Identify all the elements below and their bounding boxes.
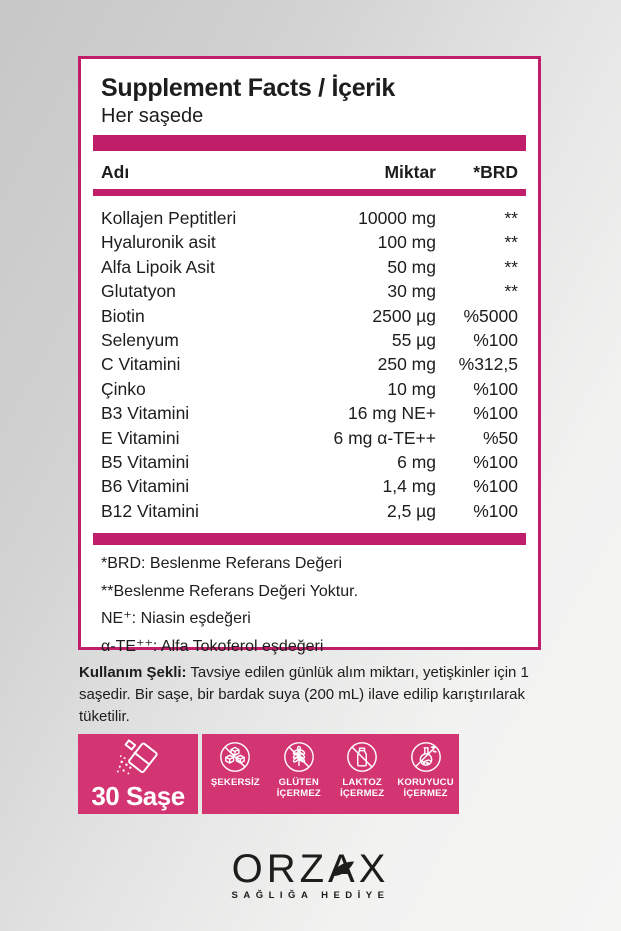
ingredient-brd: %50 — [482, 427, 518, 448]
footnote-ate: α-TE⁺⁺: Alfa Tokoferol eşdeğeri — [101, 637, 324, 655]
ingredient-name: B12 Vitamini — [101, 500, 199, 521]
table-row: B12 Vitamini 2,5 µg %100 — [101, 499, 518, 523]
table-row: E Vitamini 6 mg α-TE++ %50 — [101, 426, 518, 450]
column-header-name: Adı — [101, 162, 130, 182]
sachet-count-label: 30 Saşe — [91, 781, 185, 811]
footnote-brd: *BRD: Beslenme Referans Değeri — [101, 555, 342, 573]
ingredient-name: Glutatyon — [101, 281, 176, 302]
table-row: Biotin 2500 µg %5000 — [101, 304, 518, 328]
footnote-ne: NE⁺: Niasin eşdeğeri — [101, 610, 251, 628]
ingredient-table: Kollajen Peptitleri 10000 mg ** Hyaluron… — [93, 206, 526, 523]
column-header-amount: Miktar — [384, 162, 436, 182]
table-row: C Vitamini 250 mg %312,5 — [101, 352, 518, 376]
no-lactose-icon — [347, 742, 378, 772]
ingredient-brd: ** — [504, 208, 518, 228]
ingredient-brd: %100 — [473, 330, 518, 351]
ingredient-brd: %312,5 — [458, 354, 518, 375]
ingredient-name: B5 Vitamini — [101, 452, 190, 473]
sachet-pour-icon — [116, 739, 158, 775]
footnotes: *BRD: Beslenme Referans Değeri **Beslenm… — [93, 550, 526, 660]
table-row: Hyaluronik asit 100 mg ** — [101, 230, 518, 254]
ingredient-brd: %100 — [473, 403, 518, 424]
ingredient-amount: 50 mg — [387, 256, 436, 277]
footnote-no-brd: **Beslenme Referans Değeri Yoktur. — [101, 582, 359, 600]
usage-text: Tavsiye edilen günlük alım miktarı, yeti… — [79, 664, 529, 725]
ingredient-amount: 2,5 µg — [386, 500, 436, 521]
ingredient-amount: 6 mg α-TE++ — [333, 427, 436, 448]
no-sugar-icon — [220, 742, 251, 772]
ingredient-brd: %100 — [473, 476, 518, 497]
claim-label-line1: ŞEKERSİZ — [210, 777, 260, 788]
ingredient-name: Biotin — [101, 305, 145, 326]
ingredient-name: Alfa Lipoik Asit — [101, 256, 215, 277]
brand-name: ORZAX — [232, 848, 390, 890]
ingredient-amount: 16 mg NE+ — [347, 403, 436, 424]
table-row: Selenyum 55 µg %100 — [101, 328, 518, 352]
usage-instructions: Kullanım Şekli: Tavsiye edilen günlük al… — [79, 662, 542, 728]
claim-label-line1: LAKTOZ — [342, 777, 382, 788]
ingredient-amount: 10 mg — [387, 378, 436, 399]
table-row: Glutatyon 30 mg ** — [101, 279, 518, 303]
ingredient-amount: 30 mg — [387, 281, 436, 302]
claim-gluten-free: GLÜTEN İÇERMEZ — [269, 740, 329, 799]
ingredient-name: Çinko — [101, 378, 146, 399]
ingredient-name: C Vitamini — [101, 354, 181, 375]
table-header-row: Adı Miktar *BRD — [93, 161, 526, 183]
panel-subtitle: Her saşede — [101, 105, 204, 127]
ingredient-name: Hyaluronik asit — [101, 232, 216, 253]
ingredient-brd: %100 — [473, 378, 518, 399]
ingredient-name: B6 Vitamini — [101, 476, 190, 497]
ingredient-amount: 1,4 mg — [382, 476, 437, 497]
claim-sugar-free: ŞEKERSİZ — [205, 740, 265, 789]
ingredient-amount: 2500 µg — [372, 305, 436, 326]
table-row: B3 Vitamini 16 mg NE+ %100 — [101, 401, 518, 425]
table-row: Alfa Lipoik Asit 50 mg ** — [101, 255, 518, 279]
usage-label: Kullanım Şekli: — [79, 664, 187, 681]
claims-badge: ŞEKERSİZ GLÜTEN — [202, 734, 459, 814]
ingredient-brd: %100 — [473, 452, 518, 473]
claim-preservative-free: KORUYUCU İÇERMEZ — [396, 740, 456, 799]
ingredient-brd: ** — [504, 281, 518, 302]
ingredient-name: E Vitamini — [101, 427, 180, 448]
table-row: B5 Vitamini 6 mg %100 — [101, 450, 518, 474]
ingredient-name: Kollajen Peptitleri — [101, 208, 237, 228]
no-gluten-icon — [283, 742, 314, 772]
claim-lactose-free: LAKTOZ İÇERMEZ — [332, 740, 392, 799]
table-row: B6 Vitamini 1,4 mg %100 — [101, 474, 518, 498]
ingredient-brd: %5000 — [463, 305, 519, 326]
divider-bar — [93, 189, 526, 196]
ingredient-amount: 10000 mg — [358, 208, 436, 228]
ingredient-brd: ** — [504, 232, 518, 253]
ingredient-brd: %100 — [473, 500, 518, 521]
no-preservative-icon — [410, 742, 441, 772]
ingredient-name: Selenyum — [101, 330, 179, 351]
divider-bar — [93, 533, 526, 546]
ingredient-amount: 55 µg — [391, 330, 436, 351]
claim-label-line2: İÇERMEZ — [276, 787, 321, 799]
supplement-facts-panel: Supplement Facts / İçerik Her saşede Adı… — [78, 56, 541, 655]
brand-text: ORZAX — [231, 847, 390, 891]
panel-title: Supplement Facts / İçerik — [101, 74, 395, 102]
ingredient-brd: ** — [504, 256, 518, 277]
ingredient-name: B3 Vitamini — [101, 403, 190, 424]
sachet-count-badge: 30 Saşe — [78, 734, 198, 814]
table-row: Kollajen Peptitleri 10000 mg ** — [101, 206, 518, 230]
ingredient-amount: 250 mg — [377, 354, 436, 375]
claim-label-line2: İÇERMEZ — [403, 787, 448, 799]
claim-label-line1: KORUYUCU — [397, 777, 454, 788]
table-row: Çinko 10 mg %100 — [101, 377, 518, 401]
column-header-brd: *BRD — [473, 162, 518, 182]
brand-tagline: SAĞLIĞA HEDİYE — [231, 890, 390, 901]
divider-bar — [93, 135, 526, 151]
claim-label-line1: GLÜTEN — [278, 777, 319, 788]
ingredient-amount: 100 mg — [377, 232, 436, 253]
brand-logo: ORZAX SAĞLIĞA HEDİYE — [0, 848, 621, 901]
leaf-icon — [332, 861, 355, 876]
ingredient-amount: 6 mg — [397, 452, 436, 473]
claim-label-line2: İÇERMEZ — [340, 787, 385, 799]
